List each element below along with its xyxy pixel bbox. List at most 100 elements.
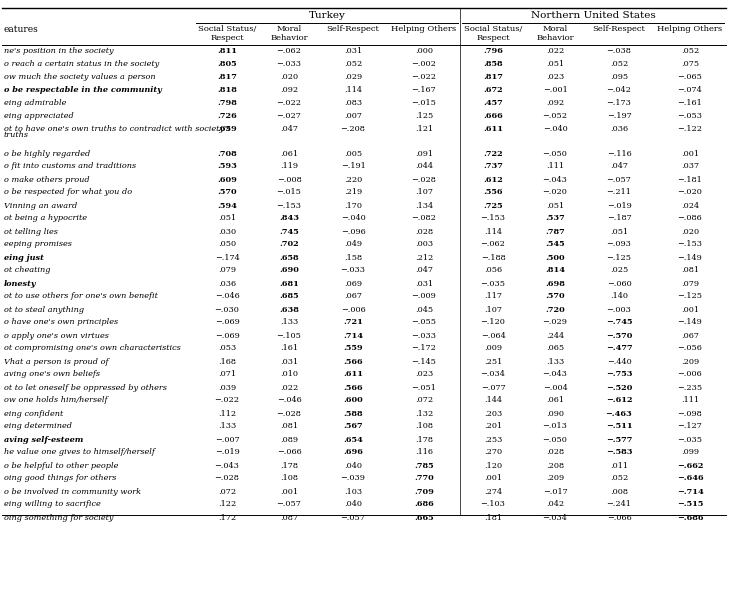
Text: .219: .219 — [344, 189, 362, 197]
Text: −.197: −.197 — [606, 112, 631, 120]
Text: .003: .003 — [415, 241, 433, 249]
Text: .818: .818 — [217, 86, 237, 94]
Text: −.034: −.034 — [542, 514, 568, 522]
Text: −.009: −.009 — [412, 292, 436, 301]
Text: −.051: −.051 — [412, 384, 436, 391]
Text: −.463: −.463 — [606, 410, 633, 417]
Text: −.753: −.753 — [606, 370, 633, 379]
Text: Helping Others: Helping Others — [392, 25, 457, 33]
Text: .061: .061 — [280, 149, 298, 157]
Text: −.046: −.046 — [277, 396, 301, 405]
Text: ot to steal anything: ot to steal anything — [4, 306, 84, 313]
Text: −.520: −.520 — [606, 384, 632, 391]
Text: .814: .814 — [545, 266, 565, 275]
Text: −.093: −.093 — [606, 241, 631, 249]
Text: −.028: −.028 — [215, 474, 239, 483]
Text: .570: .570 — [545, 292, 565, 301]
Text: .161: .161 — [280, 344, 298, 353]
Text: .133: .133 — [546, 358, 564, 365]
Text: −.149: −.149 — [677, 318, 703, 327]
Text: Vinning an award: Vinning an award — [4, 201, 78, 209]
Text: .672: .672 — [483, 86, 503, 94]
Text: .001: .001 — [484, 474, 502, 483]
Text: −.055: −.055 — [412, 318, 436, 327]
Text: −.006: −.006 — [341, 306, 366, 313]
Text: −.006: −.006 — [677, 370, 703, 379]
Text: .702: .702 — [279, 241, 299, 249]
Text: .052: .052 — [610, 474, 628, 483]
Text: .708: .708 — [217, 149, 237, 157]
Text: .721: .721 — [343, 318, 363, 327]
Text: o be respected for what you do: o be respected for what you do — [4, 189, 132, 197]
Text: .040: .040 — [344, 500, 362, 508]
Text: .052: .052 — [610, 60, 628, 68]
Text: .638: .638 — [279, 306, 299, 313]
Text: .805: .805 — [217, 60, 236, 68]
Text: .081: .081 — [280, 422, 298, 431]
Text: .075: .075 — [681, 60, 699, 68]
Text: o be helpful to other people: o be helpful to other people — [4, 462, 119, 469]
Text: −.053: −.053 — [677, 112, 703, 120]
Text: .500: .500 — [545, 253, 565, 261]
Text: −.191: −.191 — [341, 163, 366, 171]
Text: .091: .091 — [415, 149, 433, 157]
Text: −.105: −.105 — [277, 332, 301, 339]
Text: −.019: −.019 — [606, 201, 631, 209]
Text: −.015: −.015 — [277, 189, 301, 197]
Text: .001: .001 — [280, 488, 298, 495]
Text: ow one holds him/herself: ow one holds him/herself — [4, 396, 107, 405]
Text: .594: .594 — [217, 201, 237, 209]
Text: −.057: −.057 — [277, 500, 301, 508]
Text: −.062: −.062 — [480, 241, 506, 249]
Text: .092: .092 — [546, 99, 564, 107]
Text: −.145: −.145 — [412, 358, 436, 365]
Text: −.096: −.096 — [341, 227, 366, 235]
Text: .039: .039 — [218, 384, 236, 391]
Text: .050: .050 — [218, 241, 236, 249]
Text: .114: .114 — [344, 86, 362, 94]
Text: .051: .051 — [546, 60, 564, 68]
Text: .158: .158 — [344, 253, 362, 261]
Text: −.103: −.103 — [480, 500, 506, 508]
Text: .028: .028 — [546, 448, 564, 457]
Text: −.057: −.057 — [341, 514, 366, 522]
Text: .001: .001 — [681, 149, 699, 157]
Text: .170: .170 — [344, 201, 362, 209]
Text: .051: .051 — [610, 227, 628, 235]
Text: .037: .037 — [681, 163, 699, 171]
Text: −.029: −.029 — [542, 318, 568, 327]
Text: .108: .108 — [415, 422, 433, 431]
Text: .209: .209 — [546, 474, 564, 483]
Text: .201: .201 — [484, 422, 502, 431]
Text: −.583: −.583 — [606, 448, 633, 457]
Text: −.745: −.745 — [606, 318, 633, 327]
Text: .457: .457 — [483, 99, 503, 107]
Text: .116: .116 — [415, 448, 433, 457]
Text: .069: .069 — [344, 280, 362, 287]
Text: .593: .593 — [217, 163, 237, 171]
Text: −.033: −.033 — [340, 266, 366, 275]
Text: eing willing to sacrifice: eing willing to sacrifice — [4, 500, 101, 508]
Text: .053: .053 — [218, 344, 236, 353]
Text: .611: .611 — [343, 370, 363, 379]
Text: −.046: −.046 — [215, 292, 239, 301]
Text: eing confident: eing confident — [4, 410, 63, 417]
Text: .181: .181 — [484, 514, 502, 522]
Text: .566: .566 — [343, 384, 363, 391]
Text: o be respectable in the community: o be respectable in the community — [4, 86, 162, 94]
Text: .051: .051 — [546, 201, 564, 209]
Text: .220: .220 — [344, 175, 362, 183]
Text: .023: .023 — [415, 370, 433, 379]
Text: ow much the society values a person: ow much the society values a person — [4, 73, 156, 81]
Text: −.015: −.015 — [412, 99, 436, 107]
Text: −.001: −.001 — [542, 86, 568, 94]
Text: .737: .737 — [483, 163, 503, 171]
Text: −.007: −.007 — [215, 436, 239, 443]
Text: .031: .031 — [415, 280, 433, 287]
Text: −.004: −.004 — [542, 384, 568, 391]
Text: Vhat a person is proud of: Vhat a person is proud of — [4, 358, 108, 365]
Text: −.125: −.125 — [606, 253, 632, 261]
Text: −.187: −.187 — [606, 215, 631, 223]
Text: −.069: −.069 — [215, 318, 239, 327]
Text: −.172: −.172 — [412, 344, 436, 353]
